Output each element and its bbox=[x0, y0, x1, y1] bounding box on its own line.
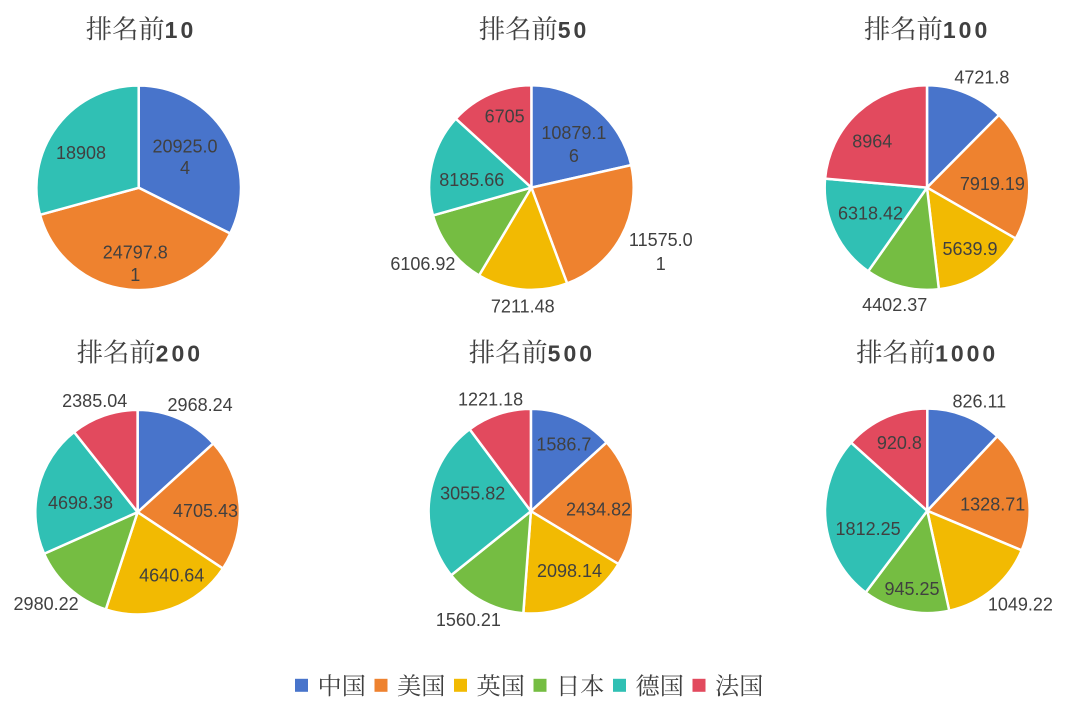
svg-text:1812.25: 1812.25 bbox=[836, 519, 901, 539]
svg-text:2385.04: 2385.04 bbox=[62, 391, 127, 411]
svg-text:2098.14: 2098.14 bbox=[537, 561, 602, 581]
svg-text:1: 1 bbox=[656, 254, 666, 274]
svg-text:2980.22: 2980.22 bbox=[14, 594, 79, 614]
svg-text:945.25: 945.25 bbox=[884, 579, 939, 599]
svg-text:3055.82: 3055.82 bbox=[440, 484, 505, 504]
svg-text:1049.22: 1049.22 bbox=[988, 595, 1053, 615]
svg-text:7211.48: 7211.48 bbox=[491, 297, 555, 317]
svg-text:1221.18: 1221.18 bbox=[458, 390, 523, 410]
svg-text:20925.0: 20925.0 bbox=[152, 136, 217, 156]
svg-text:50: 50 bbox=[558, 17, 590, 43]
svg-text:4402.37: 4402.37 bbox=[862, 295, 927, 315]
svg-text:11575.0: 11575.0 bbox=[629, 230, 693, 250]
svg-text:6318.42: 6318.42 bbox=[838, 203, 903, 223]
svg-text:10: 10 bbox=[165, 17, 197, 43]
svg-text:200: 200 bbox=[156, 341, 203, 367]
svg-text:1586.7: 1586.7 bbox=[536, 435, 591, 455]
svg-text:8185.66: 8185.66 bbox=[439, 170, 504, 190]
svg-text:18908: 18908 bbox=[56, 143, 106, 163]
svg-text:1560.21: 1560.21 bbox=[436, 610, 501, 630]
svg-text:6705: 6705 bbox=[485, 106, 525, 126]
svg-text:826.11: 826.11 bbox=[952, 391, 1006, 411]
svg-text:8964: 8964 bbox=[852, 132, 892, 152]
svg-text:2434.82: 2434.82 bbox=[566, 499, 631, 519]
svg-text:7919.19: 7919.19 bbox=[960, 174, 1025, 194]
svg-text:4721.8: 4721.8 bbox=[954, 68, 1009, 88]
svg-text:920.8: 920.8 bbox=[877, 433, 922, 453]
svg-text:10879.1: 10879.1 bbox=[541, 123, 606, 143]
svg-text:100: 100 bbox=[943, 17, 990, 43]
svg-text:1000: 1000 bbox=[935, 341, 998, 367]
svg-text:5639.9: 5639.9 bbox=[942, 239, 997, 259]
svg-text:1328.71: 1328.71 bbox=[960, 495, 1025, 515]
svg-text:24797.8: 24797.8 bbox=[103, 242, 168, 262]
svg-text:2968.24: 2968.24 bbox=[168, 395, 233, 415]
svg-text:4: 4 bbox=[180, 158, 190, 178]
svg-text:4640.64: 4640.64 bbox=[139, 566, 204, 586]
svg-text:1: 1 bbox=[130, 265, 140, 285]
svg-text:6: 6 bbox=[569, 146, 579, 166]
svg-text:500: 500 bbox=[548, 341, 595, 367]
svg-text:6106.92: 6106.92 bbox=[390, 254, 455, 274]
svg-text:4705.43: 4705.43 bbox=[173, 501, 238, 521]
svg-text:4698.38: 4698.38 bbox=[48, 493, 113, 513]
